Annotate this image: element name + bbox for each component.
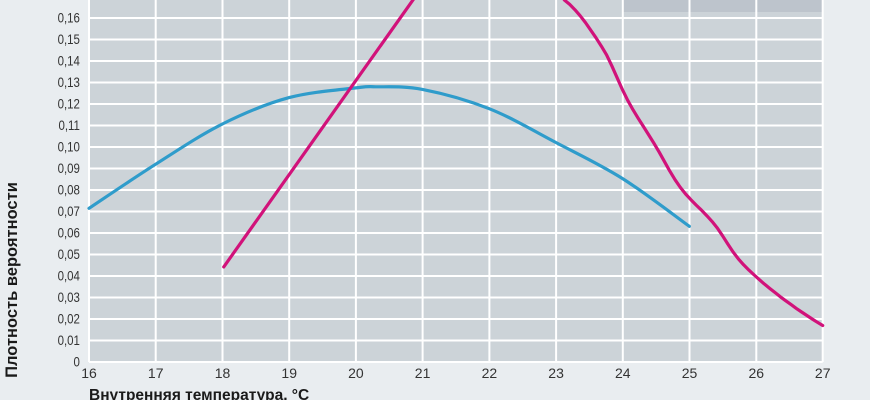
svg-text:27: 27 — [815, 365, 831, 381]
svg-text:20: 20 — [348, 365, 364, 381]
svg-text:0,10: 0,10 — [58, 138, 80, 154]
svg-text:0,08: 0,08 — [58, 181, 80, 197]
svg-text:0,11: 0,11 — [58, 117, 79, 133]
svg-text:0,04: 0,04 — [58, 267, 80, 283]
svg-text:0,16: 0,16 — [58, 9, 80, 25]
svg-text:25: 25 — [682, 365, 698, 381]
svg-text:0,03: 0,03 — [58, 289, 80, 305]
svg-text:17: 17 — [148, 365, 164, 381]
svg-text:Плотность вероятности: Плотность вероятности — [3, 182, 21, 378]
svg-text:0,14: 0,14 — [58, 52, 80, 68]
svg-text:18: 18 — [215, 365, 231, 381]
svg-text:0,07: 0,07 — [58, 203, 80, 219]
svg-text:Внутренняя температура, °C: Внутренняя температура, °C — [89, 387, 309, 400]
svg-text:0,13: 0,13 — [58, 74, 80, 90]
svg-text:16: 16 — [81, 365, 97, 381]
svg-text:0,05: 0,05 — [58, 246, 80, 262]
svg-text:0,09: 0,09 — [58, 160, 80, 176]
svg-text:23: 23 — [548, 365, 564, 381]
svg-text:0: 0 — [74, 353, 80, 369]
svg-text:0,12: 0,12 — [58, 95, 80, 111]
svg-text:0,01: 0,01 — [58, 332, 80, 348]
svg-text:0,15: 0,15 — [58, 31, 80, 47]
svg-text:21: 21 — [415, 365, 431, 381]
svg-text:24: 24 — [615, 365, 631, 381]
svg-text:0,02: 0,02 — [58, 310, 80, 326]
svg-text:26: 26 — [749, 365, 765, 381]
svg-text:22: 22 — [482, 365, 498, 381]
svg-text:0,06: 0,06 — [58, 224, 80, 240]
svg-text:19: 19 — [281, 365, 297, 381]
